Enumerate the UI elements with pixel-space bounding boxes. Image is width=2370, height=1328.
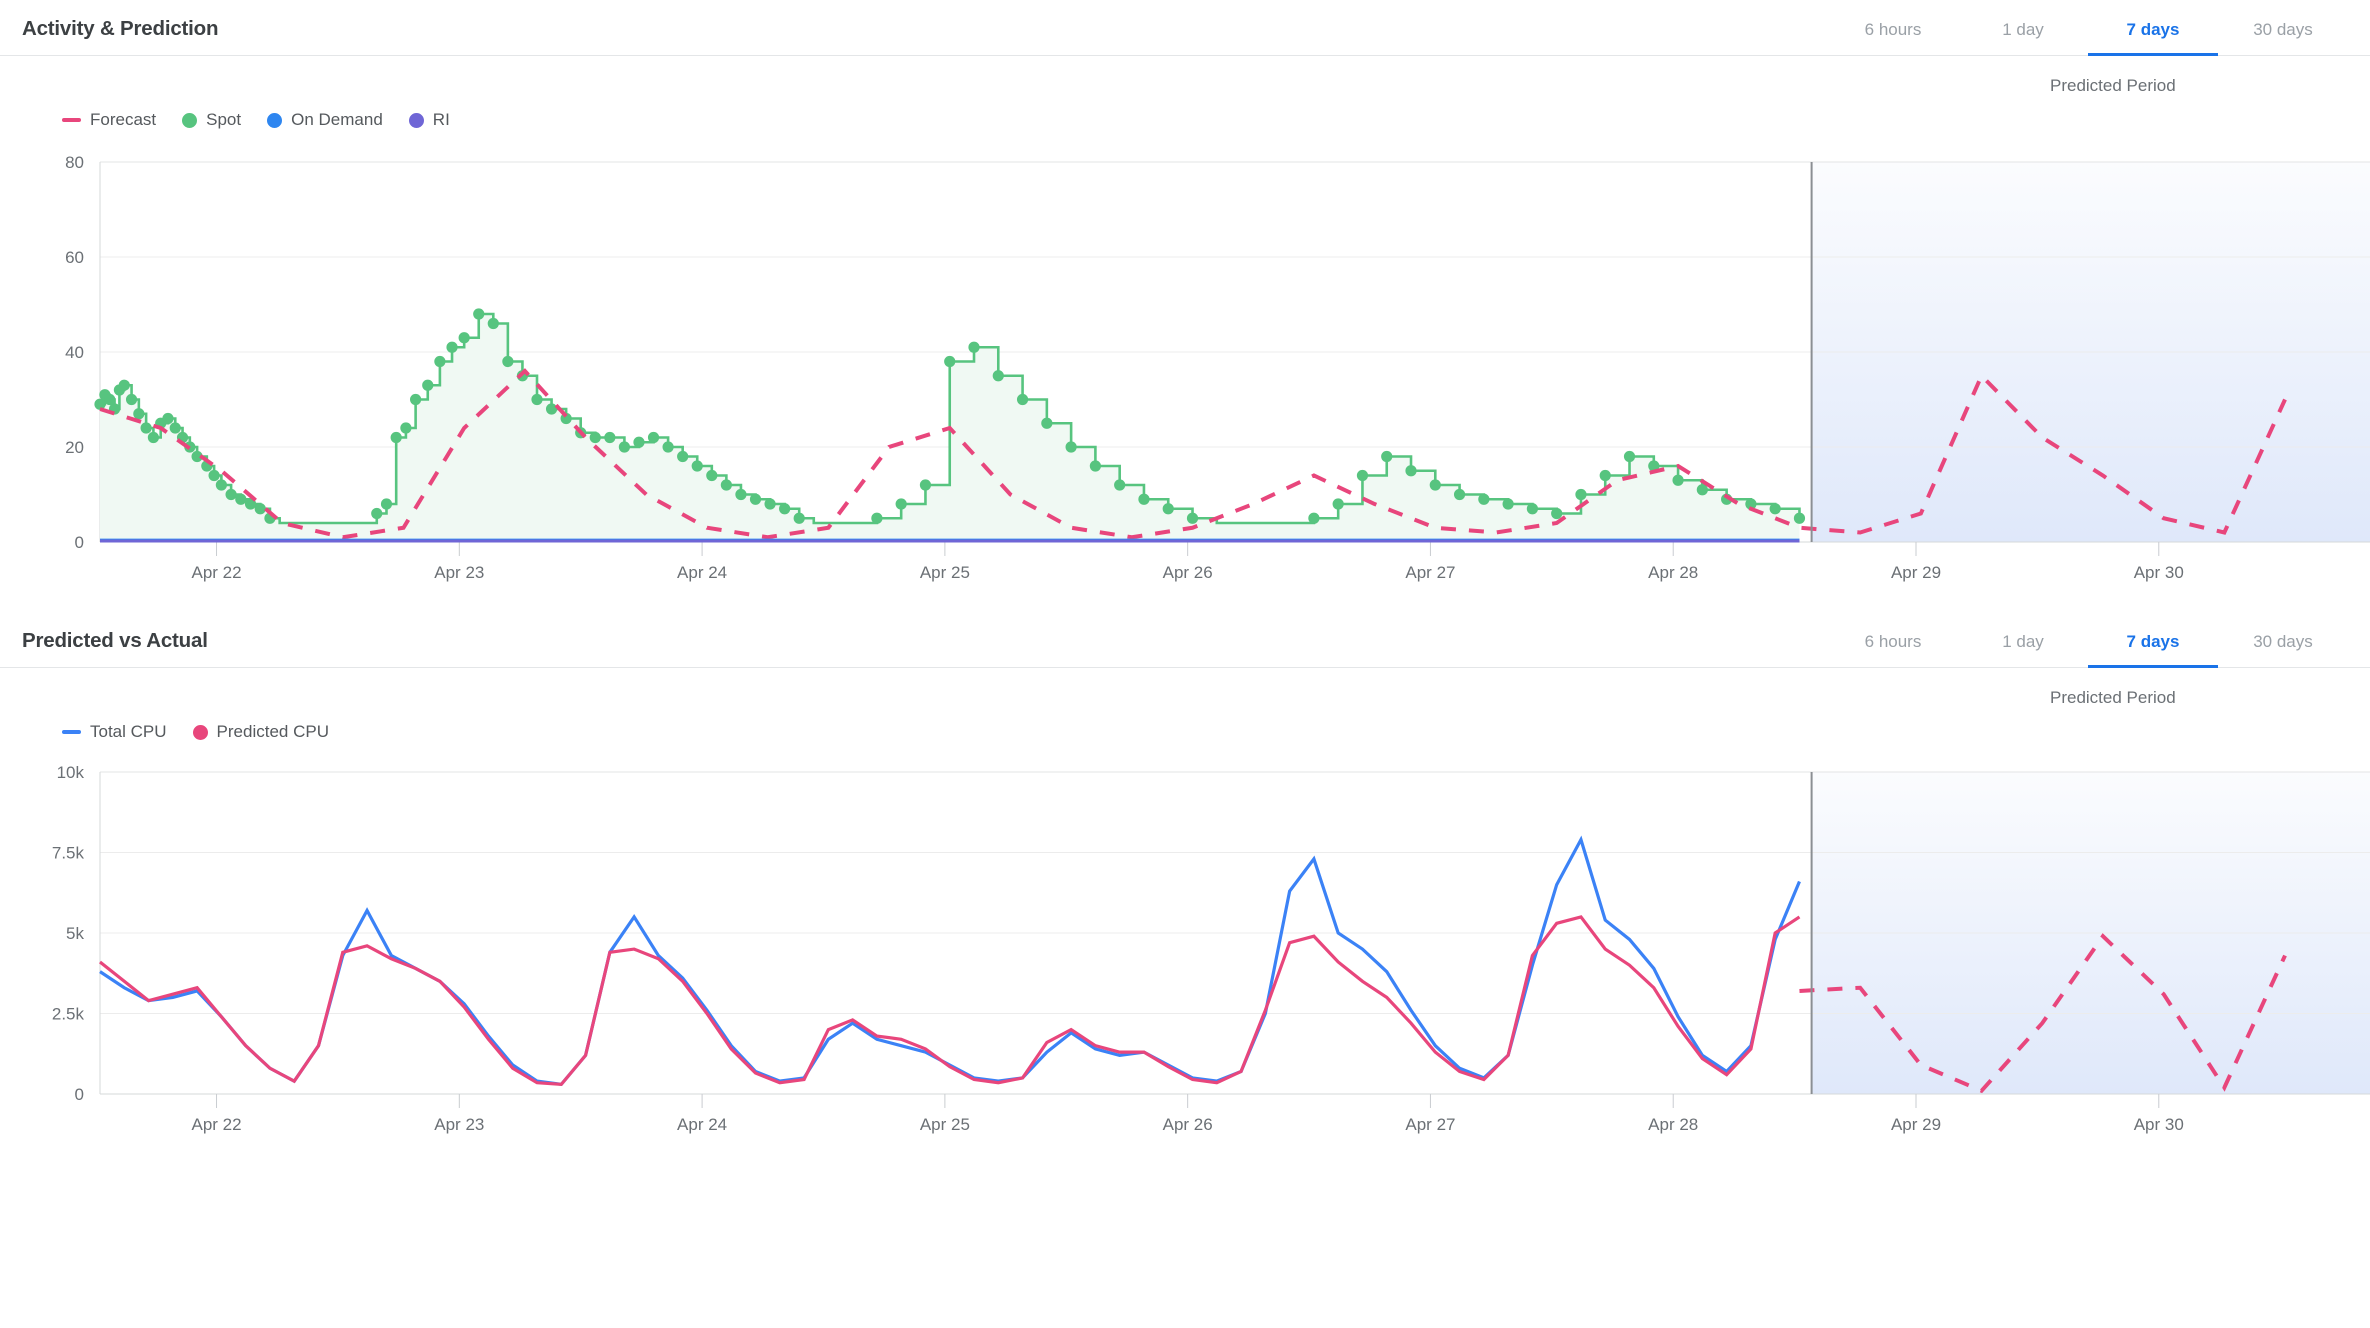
svg-text:Apr 24: Apr 24	[677, 1115, 727, 1134]
tab-30-days-2[interactable]: 30 days	[2253, 632, 2313, 651]
svg-text:5k: 5k	[66, 924, 84, 943]
svg-text:Apr 25: Apr 25	[920, 563, 970, 582]
predicted-vs-actual-panel: Predicted vs Actual 6 hours 1 day 7 days…	[0, 612, 2370, 1164]
predicted-period-label: Predicted Period	[2050, 76, 2176, 95]
svg-text:Apr 30: Apr 30	[2134, 1115, 2184, 1134]
forecast-line-icon	[62, 118, 81, 122]
svg-text:Apr 29: Apr 29	[1891, 563, 1941, 582]
svg-text:Apr 26: Apr 26	[1163, 1115, 1213, 1134]
svg-text:40: 40	[65, 343, 84, 362]
spot-dot-icon	[182, 112, 198, 128]
chart-legend: Forecast Spot On Demand RI	[0, 98, 2370, 142]
svg-text:Apr 23: Apr 23	[434, 563, 484, 582]
tab-6-hours-2[interactable]: 6 hours	[1864, 632, 1922, 651]
svg-text:Apr 28: Apr 28	[1648, 563, 1698, 582]
svg-text:10k: 10k	[57, 763, 85, 782]
panel-header-2: Predicted vs Actual 6 hours 1 day 7 days…	[0, 612, 2370, 668]
svg-text:Apr 24: Apr 24	[677, 563, 727, 582]
tab-7-days[interactable]: 7 days	[2088, 20, 2218, 56]
legend-label-spot: Spot	[206, 110, 242, 129]
predicted-period-row: Predicted Period	[0, 56, 2370, 98]
svg-text:Apr 27: Apr 27	[1405, 563, 1455, 582]
legend-item-ri[interactable]: RI	[408, 110, 450, 130]
predicted-period-row-2: Predicted Period	[0, 668, 2370, 710]
svg-text:0: 0	[75, 533, 84, 552]
legend-item-total-cpu[interactable]: Total CPU	[62, 722, 167, 742]
svg-text:Apr 22: Apr 22	[191, 563, 241, 582]
activity-prediction-panel: Activity & Prediction 6 hours 1 day 7 da…	[0, 0, 2370, 612]
tab-1-day[interactable]: 1 day	[2002, 20, 2044, 39]
legend-label-forecast: Forecast	[90, 110, 157, 129]
svg-text:Apr 22: Apr 22	[191, 1115, 241, 1134]
on-demand-dot-icon	[267, 112, 283, 128]
svg-text:20: 20	[65, 438, 84, 457]
page-title-2: Predicted vs Actual	[22, 629, 208, 652]
panel-header: Activity & Prediction 6 hours 1 day 7 da…	[0, 0, 2370, 56]
svg-text:60: 60	[65, 248, 84, 267]
legend-item-predicted-cpu[interactable]: Predicted CPU	[192, 722, 329, 742]
chart-legend-2: Total CPU Predicted CPU	[0, 710, 2370, 754]
predicted-vs-actual-chart[interactable]: 0 2.5k 5k 7.5k 10k Apr 22 Apr 23 Apr 24 Apr 25 Ap…	[0, 754, 2370, 1164]
tab-6-hours[interactable]: 6 hours	[1864, 20, 1922, 39]
predicted-period-label-2: Predicted Period	[2050, 688, 2176, 707]
svg-text:2.5k: 2.5k	[52, 1005, 85, 1024]
legend-label-ri: RI	[432, 110, 450, 129]
svg-text:Apr 23: Apr 23	[434, 1115, 484, 1134]
svg-text:7.5k: 7.5k	[52, 844, 85, 863]
predicted-cpu-dot-icon	[192, 724, 208, 740]
ri-dot-icon	[408, 112, 424, 128]
tab-1-day-2[interactable]: 1 day	[2002, 632, 2044, 651]
legend-label-total-cpu: Total CPU	[90, 722, 167, 741]
page-title: Activity & Prediction	[22, 17, 219, 40]
svg-text:Apr 30: Apr 30	[2134, 563, 2184, 582]
svg-text:Apr 25: Apr 25	[920, 1115, 970, 1134]
legend-item-forecast[interactable]: Forecast	[62, 110, 156, 130]
svg-text:Apr 27: Apr 27	[1405, 1115, 1455, 1134]
time-range-tabs-2: 6 hours 1 day 7 days 30 days	[1828, 611, 2348, 668]
svg-text:80: 80	[65, 153, 84, 172]
time-range-tabs: 6 hours 1 day 7 days 30 days	[1828, 0, 2348, 56]
svg-text:Apr 28: Apr 28	[1648, 1115, 1698, 1134]
svg-text:Apr 29: Apr 29	[1891, 1115, 1941, 1134]
total-cpu-line-icon	[62, 730, 81, 734]
legend-label-on-demand: On Demand	[291, 110, 383, 129]
activity-prediction-chart[interactable]: 0 20 40 60 80 Apr 22 Apr 23 Apr 24 Apr 25 Apr 26 A…	[0, 142, 2370, 612]
legend-label-predicted-cpu: Predicted CPU	[216, 722, 329, 741]
legend-item-spot[interactable]: Spot	[182, 110, 241, 130]
tab-30-days[interactable]: 30 days	[2253, 20, 2313, 39]
svg-text:Apr 26: Apr 26	[1163, 563, 1213, 582]
svg-text:0: 0	[75, 1085, 84, 1104]
tab-7-days-2[interactable]: 7 days	[2088, 632, 2218, 668]
legend-item-on-demand[interactable]: On Demand	[267, 110, 383, 130]
